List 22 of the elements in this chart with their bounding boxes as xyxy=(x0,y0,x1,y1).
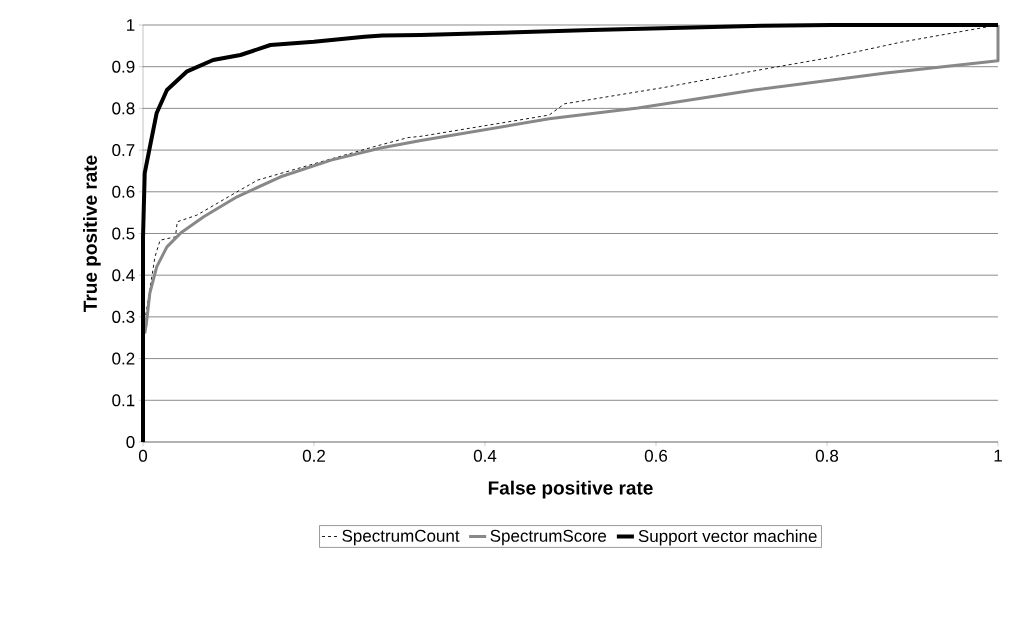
y-tick-label: 0.7 xyxy=(112,144,135,157)
y-tick-label: 1 xyxy=(127,19,135,31)
legend-label: SpectrumScore xyxy=(490,529,607,546)
legend-label: Support vector machine xyxy=(638,529,817,546)
y-tick-label: 0.4 xyxy=(112,269,135,282)
y-tick-label: 0.6 xyxy=(112,185,135,198)
y-tick-label: 0 xyxy=(126,435,135,449)
x-tick-label: 0.8 xyxy=(815,449,839,462)
x-axis-title: False positive rate xyxy=(488,480,653,499)
y-tick-label: 0.3 xyxy=(112,310,135,323)
y-tick-label: 0.1 xyxy=(112,394,135,407)
y-axis-title: True positive rate xyxy=(82,155,101,312)
y-tick-label: 0.9 xyxy=(112,60,135,73)
x-tick-label: 0 xyxy=(138,449,148,462)
x-tick-label: 0.2 xyxy=(302,449,325,462)
y-tick-label: 0.5 xyxy=(112,227,135,240)
legend-label: SpectrumCount xyxy=(342,529,460,546)
y-tick-label: 0.8 xyxy=(112,102,135,115)
x-tick-label: 1 xyxy=(994,449,1002,462)
y-tick-label: 0.2 xyxy=(112,352,135,365)
x-tick-label: 0.4 xyxy=(473,449,497,462)
x-tick-label: 0.6 xyxy=(644,449,668,462)
